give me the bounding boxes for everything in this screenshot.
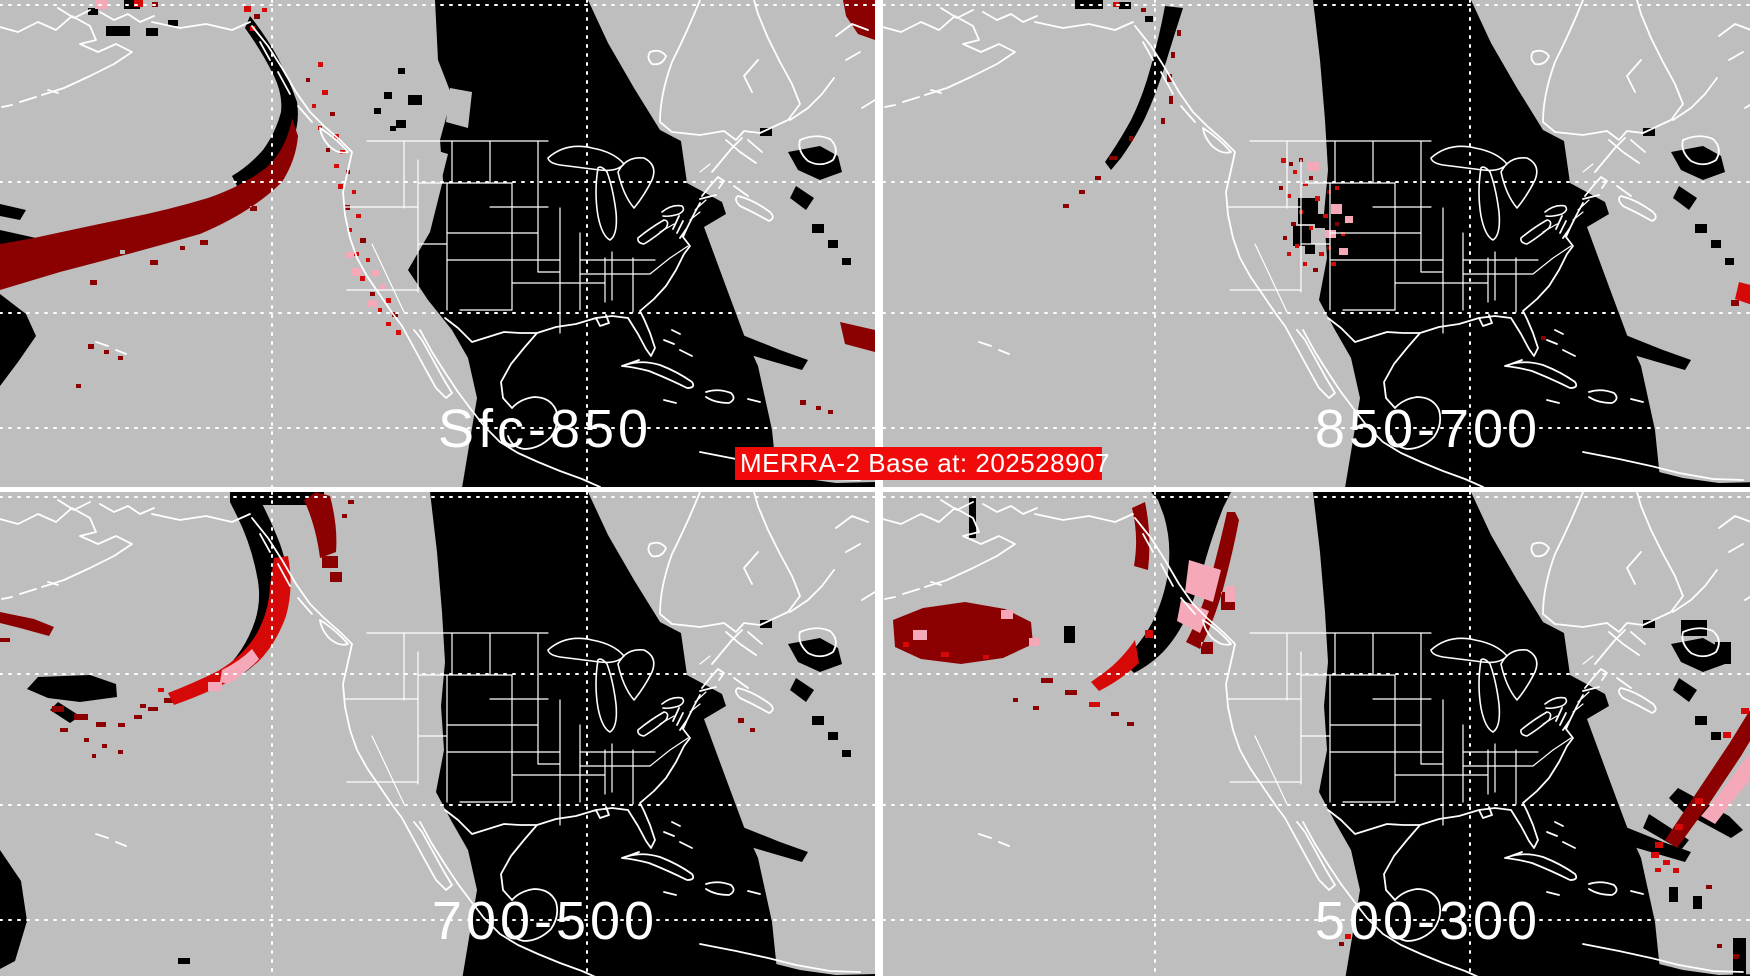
layer-label: Sfc-850	[437, 399, 653, 459]
timestamp-banner: MERRA-2 Base at: 202528907	[735, 447, 1110, 480]
layer-label: 850-700	[1314, 399, 1542, 459]
panel-divider-horizontal	[0, 487, 1750, 492]
layer-label: 700-500	[431, 891, 659, 951]
panel-700-500: 700-500	[0, 492, 875, 976]
panel-850-700: 850-700	[883, 0, 1750, 487]
panel-sfc-850: Sfc-850	[0, 0, 875, 487]
panel-500-300: 500-300	[883, 492, 1750, 976]
layer-label: 500-300	[1314, 891, 1542, 951]
timestamp-text: MERRA-2 Base at: 202528907	[740, 448, 1110, 478]
